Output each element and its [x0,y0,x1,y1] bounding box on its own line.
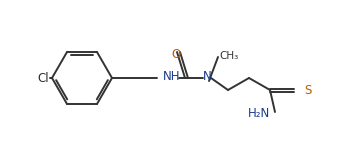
Text: N: N [203,71,212,84]
Text: O: O [171,48,180,61]
Text: CH₃: CH₃ [219,51,238,61]
Text: S: S [304,84,312,97]
Text: NH: NH [163,71,180,84]
Text: H₂N: H₂N [248,107,270,120]
Text: Cl: Cl [38,71,49,84]
